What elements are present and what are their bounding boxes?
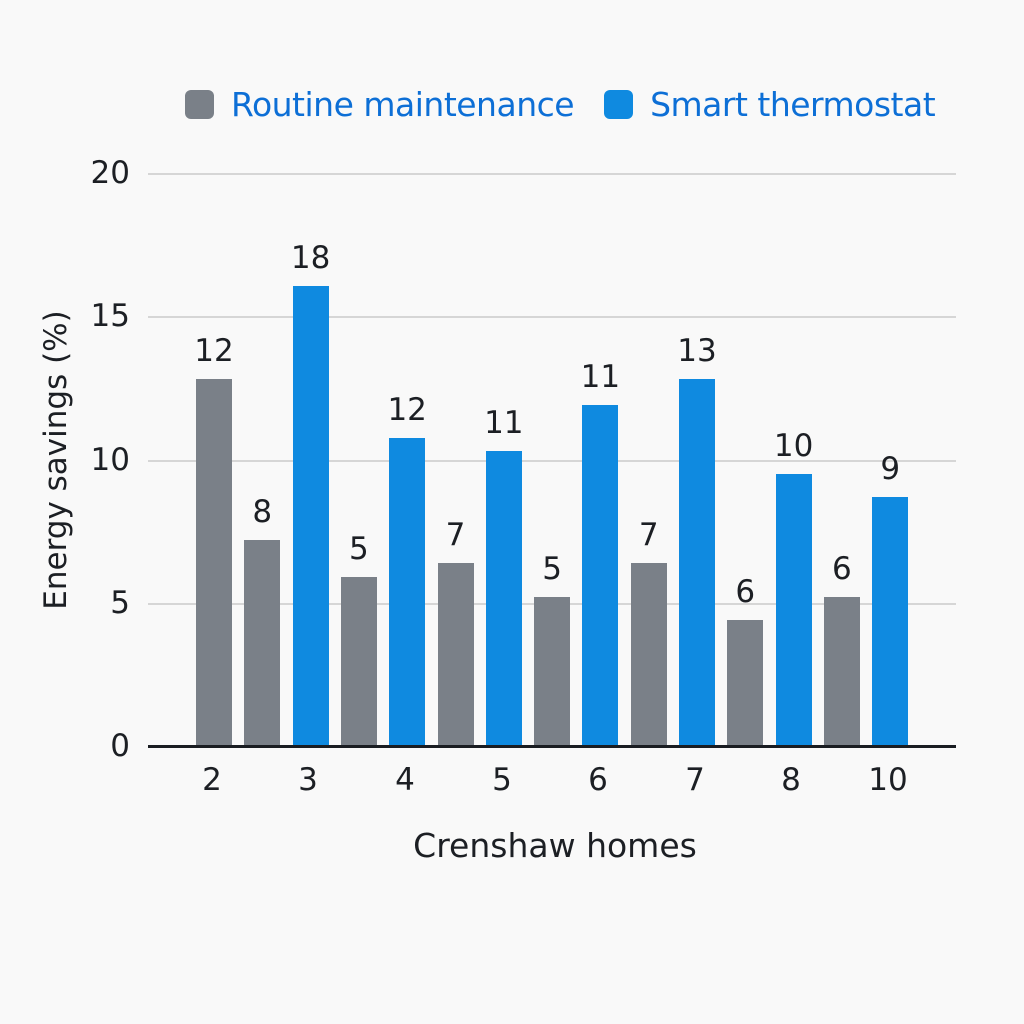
y-tick: 15	[90, 298, 130, 334]
bar-value-label: 7	[445, 516, 466, 553]
bar-value-label: 12	[387, 392, 427, 428]
bar-value-label: 11	[580, 359, 621, 396]
x-tick: 4	[395, 762, 415, 798]
bar[interactable]	[679, 379, 715, 746]
x-axis-line	[148, 745, 956, 748]
y-tick: 5	[110, 585, 130, 621]
gridline	[148, 316, 956, 318]
bar-value-label: 8	[252, 493, 273, 530]
gridline	[148, 173, 956, 175]
bar[interactable]	[340, 576, 377, 746]
bar-value-label: 9	[880, 450, 901, 487]
bar-value-label: 5	[542, 551, 562, 588]
bar-value-label: 5	[349, 530, 369, 567]
bar-value-label: 12	[194, 333, 234, 370]
bar[interactable]	[823, 597, 860, 746]
legend-label: Smart thermostat	[650, 84, 936, 124]
bar[interactable]	[292, 286, 329, 746]
bar[interactable]	[437, 562, 474, 746]
legend-item-smart-thermostat[interactable]: Smart thermostat	[604, 84, 936, 124]
bar[interactable]	[389, 438, 426, 746]
bar[interactable]	[534, 597, 571, 746]
bar-value-label: 6	[735, 573, 756, 610]
legend-item-routine-maintenance[interactable]: Routine maintenance	[185, 84, 575, 124]
bar-value-label: 6	[832, 551, 852, 588]
bar[interactable]	[244, 539, 281, 746]
gridline	[148, 460, 956, 462]
y-tick: 20	[90, 155, 130, 191]
x-tick: 6	[588, 762, 608, 798]
bar-value-label: 7	[638, 516, 659, 553]
bar-value-label: 18	[290, 240, 331, 277]
bar[interactable]	[872, 496, 909, 746]
y-tick: 10	[90, 442, 130, 478]
x-tick: 8	[781, 762, 801, 798]
x-tick: 5	[492, 762, 512, 798]
x-tick: 10	[868, 762, 908, 798]
legend-swatch-gray-icon	[185, 89, 214, 119]
x-axis-title: Crenshaw homes	[413, 826, 697, 865]
bar[interactable]	[727, 619, 764, 746]
bar-value-label: 10	[773, 427, 814, 464]
x-tick: 3	[298, 762, 318, 798]
x-tick: 7	[685, 762, 705, 798]
x-tick: 2	[202, 762, 222, 798]
legend-swatch-blue-icon	[604, 89, 634, 119]
bar[interactable]	[775, 473, 812, 746]
bar-value-label: 11	[484, 404, 524, 441]
plot-area: 12 8 18 5 12 7 11 5 11 7 13 6 10 6 9	[148, 173, 956, 748]
legend: Routine maintenance Smart thermostat	[185, 82, 965, 126]
y-tick: 0	[110, 728, 130, 764]
bar[interactable]	[196, 379, 232, 746]
bar-value-label: 13	[677, 333, 717, 370]
bar[interactable]	[630, 562, 667, 746]
bar[interactable]	[485, 450, 522, 746]
legend-label: Routine maintenance	[231, 84, 575, 124]
bar[interactable]	[582, 405, 619, 746]
